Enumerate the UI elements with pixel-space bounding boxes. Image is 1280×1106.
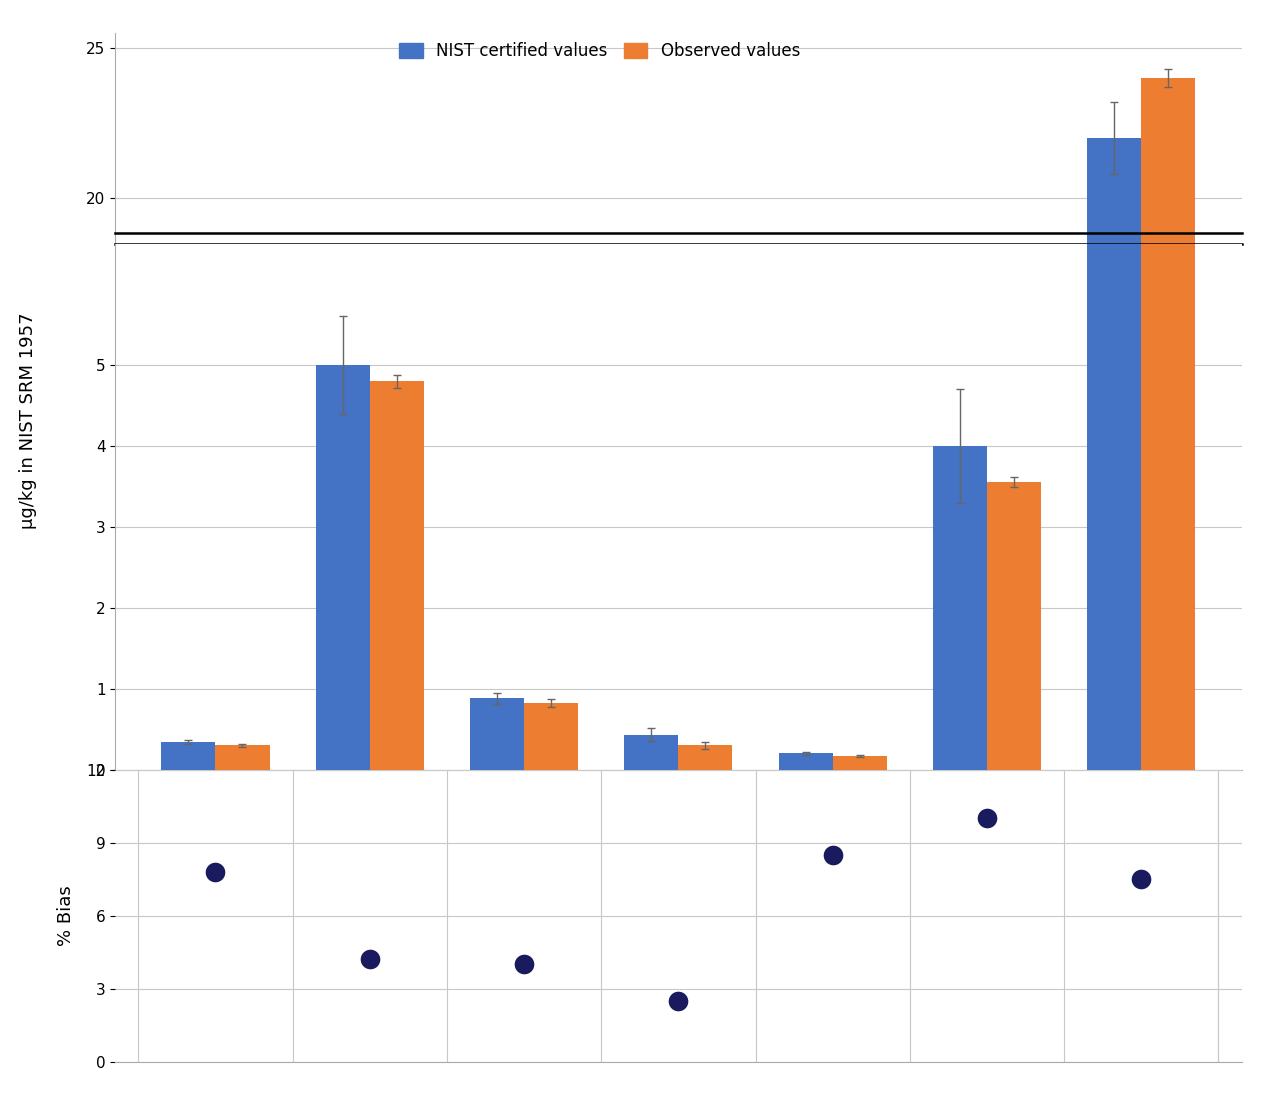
Bar <box>933 446 987 770</box>
Bar <box>161 790 215 800</box>
Legend: NIST certified values, Observed values: NIST certified values, Observed values <box>394 38 805 65</box>
Bar <box>933 679 987 800</box>
Bar <box>161 742 215 770</box>
Y-axis label: % Bias: % Bias <box>58 885 76 946</box>
Bar <box>215 745 270 770</box>
Bar <box>833 794 887 800</box>
Bar <box>316 649 370 800</box>
Point <box>360 951 380 969</box>
Bar <box>1087 138 1142 800</box>
Bar <box>987 482 1041 770</box>
Bar <box>625 734 678 770</box>
Bar <box>1142 0 1196 770</box>
Bar <box>778 753 833 770</box>
Point <box>823 846 844 864</box>
Bar <box>524 703 579 770</box>
Bar <box>1142 79 1196 800</box>
Bar <box>778 794 833 800</box>
Bar <box>316 365 370 770</box>
Bar <box>470 773 524 800</box>
Bar <box>987 692 1041 800</box>
Bar <box>370 382 424 770</box>
Text: μg/kg in NIST SRM 1957: μg/kg in NIST SRM 1957 <box>19 312 37 529</box>
Point <box>513 956 534 973</box>
Bar <box>678 745 732 770</box>
Point <box>205 863 225 880</box>
Point <box>668 992 689 1010</box>
Bar <box>833 755 887 770</box>
Bar <box>215 791 270 800</box>
Bar <box>470 698 524 770</box>
Bar <box>1087 0 1142 770</box>
Bar <box>678 791 732 800</box>
Point <box>977 810 997 827</box>
Bar <box>625 786 678 800</box>
Bar <box>370 656 424 800</box>
Bar <box>524 775 579 800</box>
Point <box>1132 870 1152 888</box>
